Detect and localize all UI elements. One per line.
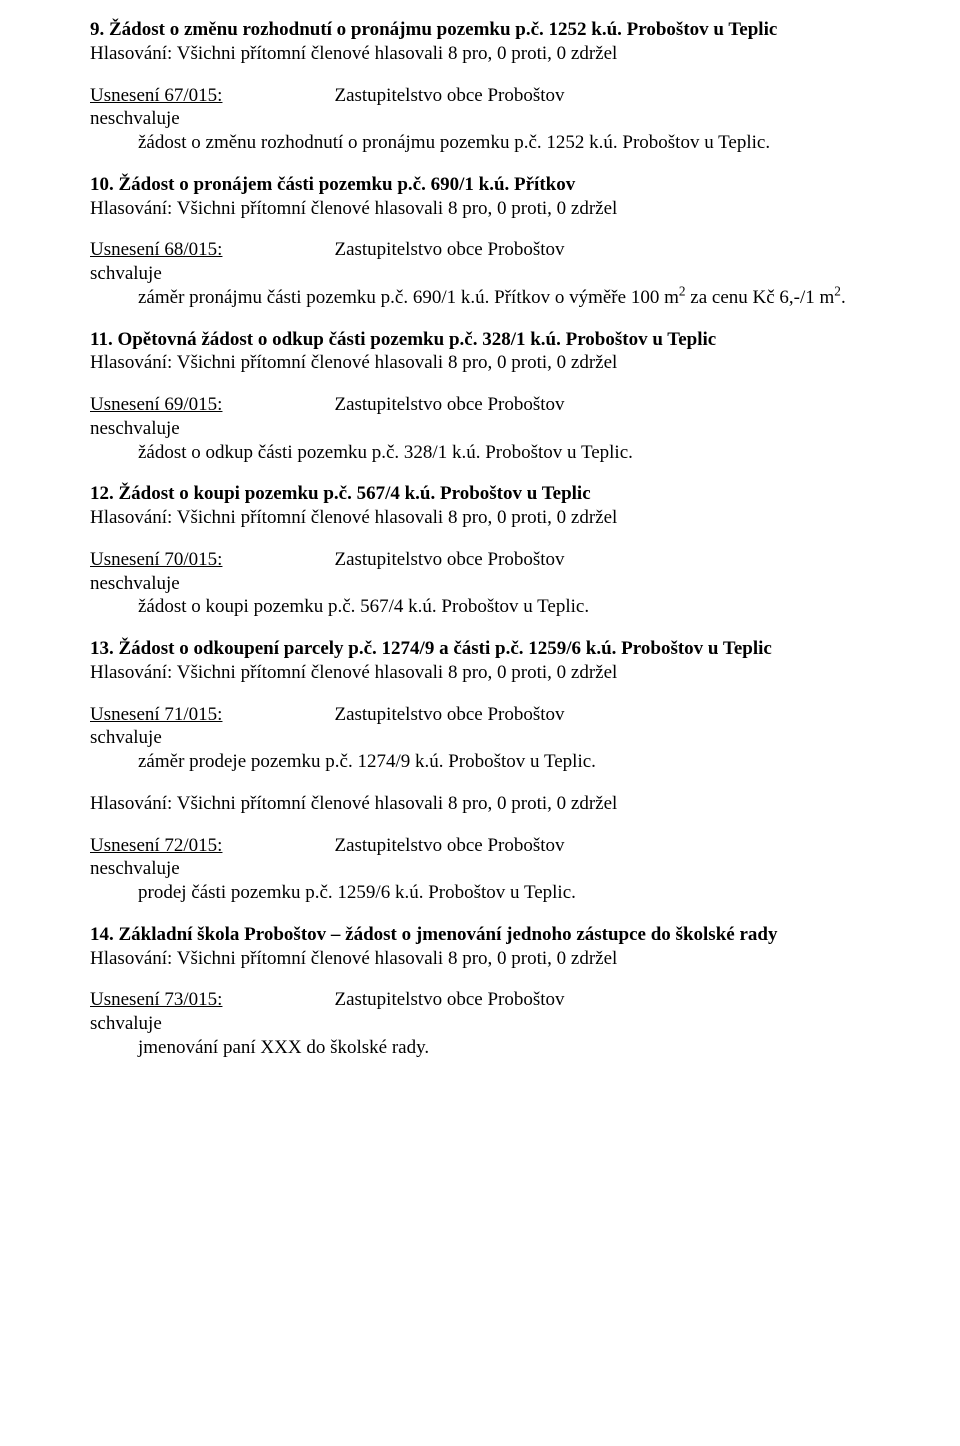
approval-71: schvaluje xyxy=(90,726,912,750)
resolution-body-67: Zastupitelstvo obce Proboštov xyxy=(334,85,564,106)
resolution-text-70: žádost o koupi pozemku p.č. 567/4 k.ú. P… xyxy=(138,595,912,619)
resolution-line-67: Usnesení 67/015: Zastupitelstvo obce Prob… xyxy=(90,84,912,108)
resolution-label-71: Usnesení 71/015: xyxy=(90,703,222,727)
approval-70: neschvaluje xyxy=(90,572,912,596)
approval-68: schvaluje xyxy=(90,262,912,286)
approval-67: neschvaluje xyxy=(90,107,912,131)
heading-11: 11. Opětovná žádost o odkup části pozemk… xyxy=(90,328,912,352)
voting-9: Hlasování: Všichni přítomní členové hlas… xyxy=(90,42,912,66)
resolution-body-68: Zastupitelstvo obce Proboštov xyxy=(334,239,564,260)
approval-69: neschvaluje xyxy=(90,417,912,441)
section-13: 13. Žádost o odkoupení parcely p.č. 1274… xyxy=(90,637,912,905)
section-12: 12. Žádost o koupi pozemku p.č. 567/4 k.… xyxy=(90,482,912,619)
resolution-text-73: jmenování paní XXX do školské rady. xyxy=(138,1036,912,1060)
resolution-body-69: Zastupitelstvo obce Proboštov xyxy=(334,394,564,415)
resolution-line-73: Usnesení 73/015: Zastupitelstvo obce Prob… xyxy=(90,988,912,1012)
voting-12: Hlasování: Všichni přítomní členové hlas… xyxy=(90,506,912,530)
section-10: 10. Žádost o pronájem části pozemku p.č.… xyxy=(90,173,912,310)
sup-2b: 2 xyxy=(834,283,841,298)
resolution-body-73: Zastupitelstvo obce Proboštov xyxy=(334,989,564,1010)
resolution-label-73: Usnesení 73/015: xyxy=(90,988,222,1012)
heading-13: 13. Žádost o odkoupení parcely p.č. 1274… xyxy=(90,637,912,661)
resolution-label-67: Usnesení 67/015: xyxy=(90,84,222,108)
resolution-label-69: Usnesení 69/015: xyxy=(90,393,222,417)
heading-14: 14. Základní škola Proboštov – žádost o … xyxy=(90,923,912,947)
approval-72: neschvaluje xyxy=(90,857,912,881)
heading-12: 12. Žádost o koupi pozemku p.č. 567/4 k.… xyxy=(90,482,912,506)
voting-13a: Hlasování: Všichni přítomní členové hlas… xyxy=(90,661,912,685)
approval-73: schvaluje xyxy=(90,1012,912,1036)
resolution-line-70: Usnesení 70/015: Zastupitelstvo obce Prob… xyxy=(90,548,912,572)
resolution-label-70: Usnesení 70/015: xyxy=(90,548,222,572)
resolution-line-72: Usnesení 72/015: Zastupitelstvo obce Prob… xyxy=(90,834,912,858)
resolution-text-72: prodej části pozemku p.č. 1259/6 k.ú. Pr… xyxy=(138,881,912,905)
text-68a: záměr pronájmu části pozemku p.č. 690/1 … xyxy=(138,287,679,308)
voting-14: Hlasování: Všichni přítomní členové hlas… xyxy=(90,947,912,971)
section-14: 14. Základní škola Proboštov – žádost o … xyxy=(90,923,912,1060)
voting-10: Hlasování: Všichni přítomní členové hlas… xyxy=(90,197,912,221)
resolution-label-72: Usnesení 72/015: xyxy=(90,834,222,858)
section-11: 11. Opětovná žádost o odkup části pozemk… xyxy=(90,328,912,465)
resolution-text-68: záměr pronájmu části pozemku p.č. 690/1 … xyxy=(138,286,912,310)
resolution-label-68: Usnesení 68/015: xyxy=(90,238,222,262)
resolution-line-69: Usnesení 69/015: Zastupitelstvo obce Prob… xyxy=(90,393,912,417)
resolution-text-69: žádost o odkup části pozemku p.č. 328/1 … xyxy=(138,441,912,465)
heading-9: 9. Žádost o změnu rozhodnutí o pronájmu … xyxy=(90,18,912,42)
resolution-text-67: žádost o změnu rozhodnutí o pronájmu poz… xyxy=(138,131,912,155)
voting-11: Hlasování: Všichni přítomní členové hlas… xyxy=(90,351,912,375)
resolution-body-72: Zastupitelstvo obce Proboštov xyxy=(334,835,564,856)
heading-10: 10. Žádost o pronájem části pozemku p.č.… xyxy=(90,173,912,197)
voting-13b: Hlasování: Všichni přítomní členové hlas… xyxy=(90,792,912,816)
section-9: 9. Žádost o změnu rozhodnutí o pronájmu … xyxy=(90,18,912,155)
resolution-line-71: Usnesení 71/015: Zastupitelstvo obce Prob… xyxy=(90,703,912,727)
text-68b: za cenu Kč 6,-/1 m xyxy=(686,287,835,308)
resolution-text-71: záměr prodeje pozemku p.č. 1274/9 k.ú. P… xyxy=(138,750,912,774)
text-68c: . xyxy=(841,287,846,308)
sup-2a: 2 xyxy=(679,283,686,298)
resolution-body-70: Zastupitelstvo obce Proboštov xyxy=(334,549,564,570)
resolution-line-68: Usnesení 68/015: Zastupitelstvo obce Prob… xyxy=(90,238,912,262)
resolution-body-71: Zastupitelstvo obce Proboštov xyxy=(334,704,564,725)
